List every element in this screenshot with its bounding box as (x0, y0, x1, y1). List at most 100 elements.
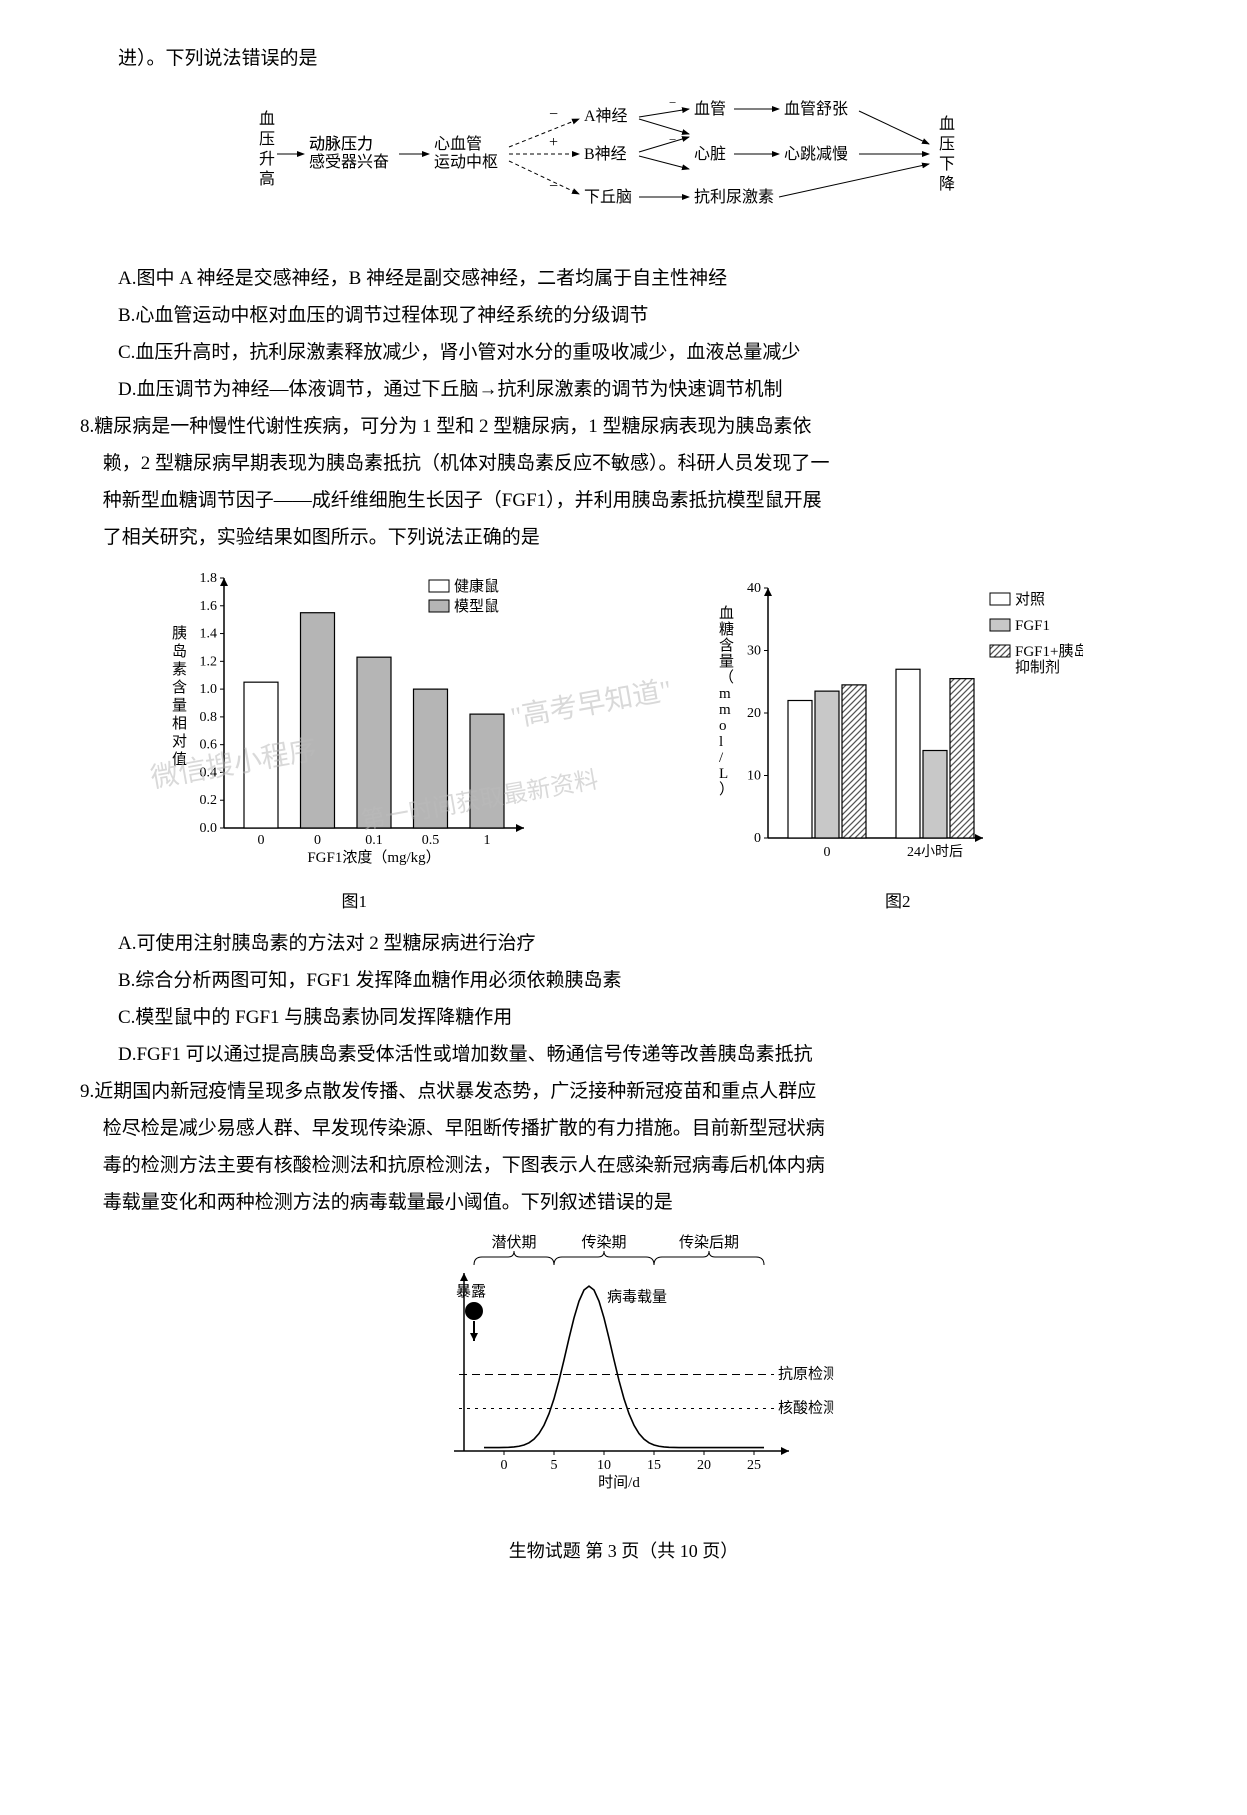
q8-stem3: 种新型血糖调节因子——成纤维细胞生长因子（FGF1），并利用胰岛素抵抗模型鼠开展 (80, 482, 1167, 519)
svg-text:对: 对 (172, 733, 187, 750)
svg-text:含: 含 (172, 679, 187, 696)
svg-text:0: 0 (258, 833, 265, 848)
svg-text:0.4: 0.4 (200, 766, 218, 781)
chart2-wrap: 010203040血糖含量（mmol/L）024小时后对照FGF1FGF1+胰岛… (713, 578, 1083, 918)
svg-text:胰: 胰 (172, 625, 187, 642)
svg-text:1.8: 1.8 (200, 571, 218, 586)
svg-text:降: 降 (939, 175, 955, 193)
svg-text:0.5: 0.5 (422, 833, 440, 848)
svg-text:−: − (669, 132, 676, 147)
svg-text:m: m (719, 686, 731, 702)
svg-text:下丘脑: 下丘脑 (584, 188, 632, 206)
svg-text:抗利尿激素: 抗利尿激素 (694, 188, 774, 206)
svg-text:l: l (719, 734, 723, 750)
flow-col1-1: 血 (259, 110, 275, 128)
svg-text:FGF1: FGF1 (1015, 618, 1050, 634)
svg-text:1.4: 1.4 (200, 627, 218, 642)
svg-text:15: 15 (647, 1458, 661, 1473)
q7-option-c: C.血压升高时，抗利尿激素释放减少，肾小管对水分的重吸收减少，血液总量减少 (80, 334, 1167, 371)
svg-text:糖: 糖 (719, 621, 734, 638)
svg-text:1: 1 (484, 833, 491, 848)
svg-text:B神经: B神经 (584, 145, 627, 163)
svg-text:（: （ (719, 669, 734, 686)
svg-text:抗原检测: 抗原检测 (778, 1365, 834, 1382)
svg-text:1.6: 1.6 (200, 599, 218, 614)
chart1-caption: 图1 (342, 885, 368, 918)
svg-text:0.8: 0.8 (200, 710, 218, 725)
svg-text:−: − (549, 106, 558, 123)
svg-text:健康鼠: 健康鼠 (454, 578, 499, 595)
svg-text:0.6: 0.6 (200, 738, 218, 753)
svg-text:o: o (719, 718, 727, 734)
svg-text:0.0: 0.0 (200, 821, 218, 836)
svg-text:素: 素 (172, 661, 187, 678)
q9-stem4: 毒载量变化和两种检测方法的病毒载量最小阈值。下列叙述错误的是 (80, 1184, 1167, 1221)
flow-col1-2: 压 (259, 131, 275, 148)
svg-text:−: − (669, 95, 676, 110)
flow-col1-3: 升 (259, 150, 275, 168)
q7-option-a: A.图中 A 神经是交感神经，B 神经是副交感神经，二者均属于自主性神经 (80, 260, 1167, 297)
svg-text:A神经: A神经 (584, 107, 628, 125)
svg-text:量: 量 (719, 654, 734, 670)
svg-text:心血管运动中枢: 心血管运动中枢 (434, 135, 498, 171)
q9-stem3: 毒的检测方法主要有核酸检测法和抗原检测法，下图表示人在感染新冠病毒后机体内病 (80, 1147, 1167, 1184)
svg-text:FGF1浓度（mg/kg）: FGF1浓度（mg/kg） (308, 849, 441, 866)
chart1-bar: 0.00.20.40.60.81.01.21.41.61.8胰岛素含量相对值00… (164, 568, 544, 883)
svg-text:1.2: 1.2 (200, 655, 218, 670)
chart2-bar: 010203040血糖含量（mmol/L）024小时后对照FGF1FGF1+胰岛… (713, 578, 1083, 883)
svg-text:压: 压 (939, 136, 955, 153)
svg-text:0: 0 (754, 831, 761, 846)
svg-text:1.0: 1.0 (200, 683, 218, 698)
svg-text:10: 10 (597, 1458, 611, 1473)
q9-stem1: 近期国内新冠疫情呈现多点散发传播、点状暴发态势，广泛接种新冠疫苗和重点人群应 (94, 1073, 1167, 1110)
svg-text:24小时后: 24小时后 (907, 844, 963, 860)
q8-option-b: B.综合分析两图可知，FGF1 发挥降血糖作用必须依赖胰岛素 (80, 962, 1167, 999)
svg-text:时间/d: 时间/d (598, 1474, 640, 1491)
svg-text:病毒载量: 病毒载量 (607, 1288, 667, 1305)
svg-text:动脉压力感受器兴奋: 动脉压力感受器兴奋 (309, 135, 389, 171)
q8-stem4: 了相关研究，实验结果如图所示。下列说法正确的是 (80, 519, 1167, 556)
svg-text:+: + (549, 134, 558, 151)
svg-text:20: 20 (747, 706, 761, 721)
q8-option-a: A.可使用注射胰岛素的方法对 2 型糖尿病进行治疗 (80, 925, 1167, 962)
flow-col1-4: 高 (259, 170, 275, 188)
svg-text:血: 血 (939, 115, 955, 133)
q8-stem1: 糖尿病是一种慢性代谢性疾病，可分为 1 型和 2 型糖尿病，1 型糖尿病表现为胰… (94, 408, 1167, 445)
svg-text:20: 20 (697, 1458, 711, 1473)
q8-option-c: C.模型鼠中的 FGF1 与胰岛素协同发挥降糖作用 (80, 999, 1167, 1036)
svg-text:L: L (719, 766, 728, 782)
q9: 9. 近期国内新冠疫情呈现多点散发传播、点状暴发态势，广泛接种新冠疫苗和重点人群… (80, 1073, 1167, 1110)
svg-text:/: / (719, 750, 724, 766)
svg-text:25: 25 (747, 1458, 761, 1473)
svg-text:10: 10 (747, 769, 761, 784)
q7-fragment: 进）。下列说法错误的是 (80, 40, 1167, 77)
svg-text:含: 含 (719, 637, 734, 654)
svg-text:模型鼠: 模型鼠 (454, 598, 499, 615)
q7-option-d: D.血压调节为神经—体液调节，通过下丘脑→抗利尿激素的调节为快速调节机制 (80, 371, 1167, 408)
svg-text:）: ） (719, 781, 734, 798)
q9-stem2: 检尽检是减少易感人群、早发现传染源、早阻断传播扩散的有力措施。目前新型冠状病 (80, 1110, 1167, 1147)
svg-text:血: 血 (719, 605, 734, 622)
svg-text:血管舒张: 血管舒张 (784, 100, 848, 118)
q8: 8. 糖尿病是一种慢性代谢性疾病，可分为 1 型和 2 型糖尿病，1 型糖尿病表… (80, 408, 1167, 445)
chart2-caption: 图2 (885, 885, 911, 918)
svg-text:心脏: 心脏 (694, 145, 726, 163)
svg-text:下: 下 (939, 156, 955, 173)
svg-text:0: 0 (823, 845, 830, 860)
q7-option-b: B.心血管运动中枢对血压的调节过程体现了神经系统的分级调节 (80, 297, 1167, 334)
svg-text:FGF1+胰岛素抑制剂: FGF1+胰岛素抑制剂 (1015, 643, 1083, 676)
svg-text:对照: 对照 (1015, 591, 1045, 608)
svg-text:核酸检测: 核酸检测 (778, 1399, 834, 1416)
q8-number: 8. (80, 408, 94, 445)
svg-text:潜伏期: 潜伏期 (491, 1234, 536, 1251)
svg-text:0.2: 0.2 (200, 794, 218, 809)
svg-text:m: m (719, 702, 731, 718)
svg-text:0: 0 (500, 1458, 507, 1473)
q7-flow-diagram: 血 压 升 高 动脉压力 动脉压力感受器兴奋 心血管运动中枢 − + − A神经… (249, 89, 999, 242)
page-footer: 生物试题 第 3 页（共 10 页） (80, 1534, 1167, 1569)
svg-text:心跳减慢: 心跳减慢 (784, 145, 848, 163)
svg-text:传染后期: 传染后期 (678, 1234, 738, 1251)
svg-text:相: 相 (172, 715, 187, 732)
svg-text:5: 5 (550, 1458, 557, 1473)
svg-text:0: 0 (314, 833, 321, 848)
